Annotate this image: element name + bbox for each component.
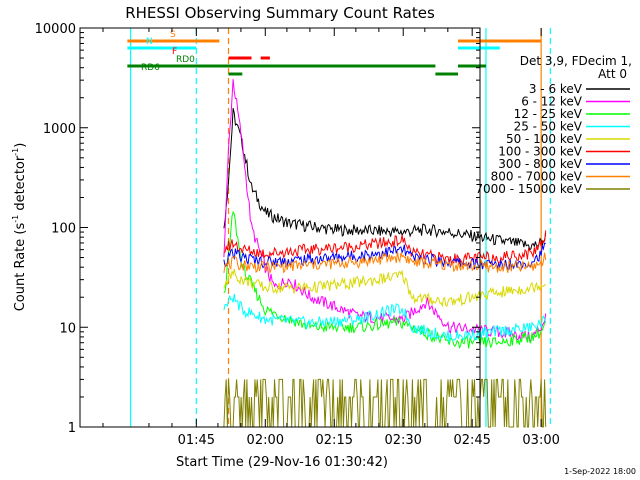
series-line-3	[223, 293, 547, 343]
flag-label-f: F	[172, 47, 177, 57]
legend-label-8: 7000 - 15000 keV	[475, 182, 582, 196]
legend-label-4: 50 - 100 keV	[506, 132, 583, 146]
legend-label-6: 300 - 800 keV	[498, 157, 582, 171]
legend-label-7: 800 - 7000 keV	[491, 170, 583, 184]
axes-layer: 1 10 100 1000 10000 01:45 02:00 02:15 02:30 02:45…	[35, 22, 560, 448]
y-axis-label-part3: )	[13, 143, 28, 148]
series-line-7	[223, 251, 547, 275]
y-tick-label-0: 1	[68, 421, 76, 436]
flag-label-n: N	[146, 37, 153, 47]
series-line-5	[223, 230, 547, 267]
y-tick-label-4: 10000	[35, 22, 76, 37]
legend-label-0: 3 - 6 keV	[529, 82, 583, 96]
series-line-0	[223, 107, 547, 251]
y-axis-label: Count Rate (s-1 detector-1)	[11, 143, 28, 312]
x-axis-label: Start Time (29-Nov-16 01:30:42)	[176, 455, 388, 470]
flag-label-rd0: RD0	[176, 55, 195, 65]
x-tick-label-3: 02:30	[384, 433, 421, 448]
chart-title: RHESSI Observing Summary Count Rates	[125, 4, 435, 22]
y-axis-label-sup2: -1	[11, 148, 20, 156]
x-tick-label-1: 02:00	[247, 433, 284, 448]
y-axis-label-part1: Count Rate (s	[13, 223, 28, 312]
legend-header-line2: Att 0	[598, 67, 627, 81]
legend-label-1: 6 - 12 keV	[521, 95, 583, 109]
x-tick-label-4: 02:45	[453, 433, 490, 448]
footer-date: 1-Sep-2022 18:00	[564, 467, 636, 476]
y-tick-label-3: 1000	[43, 122, 76, 137]
x-tick-label-5: 03:00	[522, 433, 559, 448]
y-tick-label-1: 10	[59, 321, 76, 336]
flag-label-rd6: RD6	[141, 63, 160, 73]
legend-label-5: 100 - 300 keV	[498, 145, 582, 159]
series-line-4	[223, 268, 546, 308]
legend-label-3: 25 - 50 keV	[514, 120, 583, 134]
y-axis-label-part2: detector	[13, 155, 28, 215]
legend-header-line1: Det 3,9, FDecim 1,	[520, 54, 632, 68]
y-axis-label-sup1: -1	[11, 215, 20, 223]
y-tick-label-2: 100	[51, 222, 76, 237]
legend-label-2: 12 - 25 keV	[514, 107, 583, 121]
x-tick-label-0: 01:45	[178, 433, 215, 448]
flag-label-s: S	[170, 30, 176, 40]
x-tick-label-2: 02:15	[316, 433, 353, 448]
